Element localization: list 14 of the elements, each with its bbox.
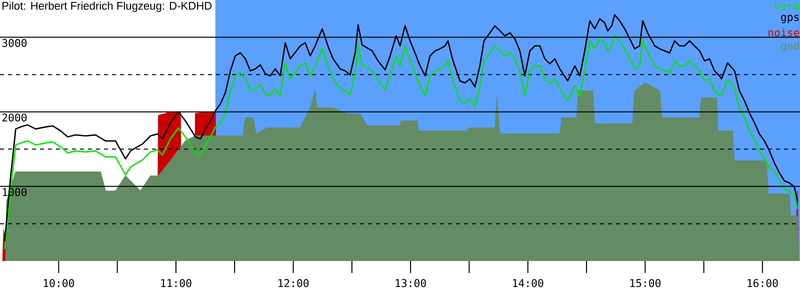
text: gps: [781, 14, 799, 24]
text: gnd: [781, 42, 799, 52]
y-tick-label: 2000: [2, 113, 27, 122]
chart-title: Pilot: Herbert Friedrich Flugzeug: D-KDHD: [2, 2, 212, 12]
x-tick-label: 14:00: [513, 279, 544, 288]
text: noise: [768, 28, 800, 37]
x-tick-label: 10:00: [44, 279, 74, 288]
y-tick-label: 3000: [2, 38, 27, 47]
text: baro: [775, 2, 800, 10]
x-tick-label: 15:00: [630, 279, 661, 288]
x-tick-label: 11:00: [161, 279, 192, 288]
x-tick-label: 12:00: [278, 279, 309, 288]
x-tick-label: 16:00: [748, 279, 778, 288]
x-tick-label: 13:00: [396, 279, 426, 288]
